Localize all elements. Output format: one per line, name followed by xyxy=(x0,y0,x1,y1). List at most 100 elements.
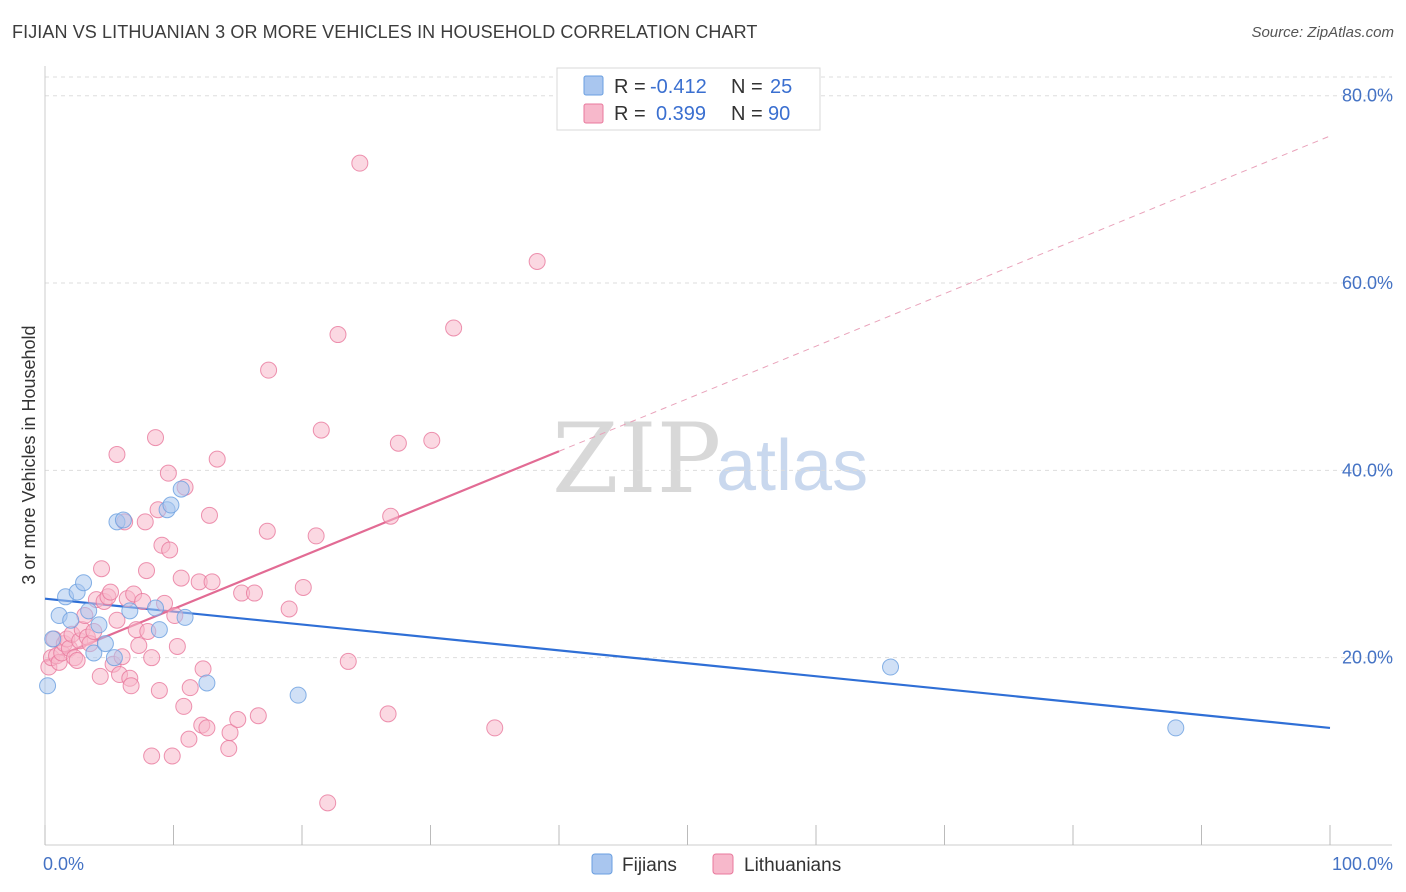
legend-r-label-lithuanians: R = xyxy=(614,103,646,125)
point-fijians xyxy=(114,511,132,529)
x-tick-labels: 0.0% 100.0% xyxy=(43,854,1393,874)
legend-n-value-lithuanians: 90 xyxy=(768,103,790,125)
point-lithuanians xyxy=(249,707,267,725)
point-lithuanians xyxy=(258,522,276,540)
source-credit: Source: ZipAtlas.com xyxy=(1251,24,1394,41)
data-points xyxy=(39,154,1185,812)
legend-swatch-lithuanians xyxy=(583,103,604,124)
point-lithuanians xyxy=(280,600,298,618)
point-lithuanians xyxy=(307,527,325,545)
y-tick-label: 60.0% xyxy=(1342,273,1393,293)
trend-line-lithuanians-extension xyxy=(558,135,1331,452)
point-lithuanians xyxy=(486,719,504,737)
legend-swatch-fijians xyxy=(583,75,604,96)
point-fijians xyxy=(289,686,307,704)
legend-r-label-fijians: R = xyxy=(614,76,646,98)
point-fijians xyxy=(44,630,62,648)
y-tick-label: 40.0% xyxy=(1342,460,1393,480)
gridlines xyxy=(45,76,1392,659)
point-lithuanians xyxy=(136,513,154,531)
point-lithuanians xyxy=(221,724,239,742)
point-lithuanians xyxy=(194,660,212,678)
point-lithuanians xyxy=(208,450,226,468)
point-lithuanians xyxy=(175,697,193,715)
legend-n-label-lithuanians: N = xyxy=(731,103,763,125)
point-lithuanians xyxy=(163,747,181,765)
legend-n-value-fijians: 25 xyxy=(770,76,792,98)
point-lithuanians xyxy=(108,611,126,629)
point-lithuanians xyxy=(143,649,161,667)
series-legend: Fijians Lithuanians xyxy=(591,853,841,876)
bottom-legend-swatch-fijians xyxy=(591,853,613,875)
point-lithuanians xyxy=(339,652,357,670)
bottom-legend-label-lithuanians: Lithuanians xyxy=(744,855,841,876)
point-lithuanians xyxy=(229,710,247,728)
point-fijians xyxy=(96,635,114,653)
axes xyxy=(44,66,1392,846)
bottom-legend-swatch-lithuanians xyxy=(712,853,734,875)
point-lithuanians xyxy=(389,434,407,452)
point-fijians xyxy=(90,616,108,634)
point-lithuanians xyxy=(138,562,156,580)
point-lithuanians xyxy=(312,421,330,439)
y-axis-title: 3 or more Vehicles in Household xyxy=(19,325,39,584)
point-fijians xyxy=(198,674,216,692)
point-lithuanians xyxy=(319,794,337,812)
point-fijians xyxy=(105,649,123,667)
x-tick-label: 0.0% xyxy=(43,854,84,874)
point-lithuanians xyxy=(130,637,148,655)
y-tick-labels: 20.0% 40.0% 60.0% 80.0% xyxy=(1342,86,1393,668)
point-lithuanians xyxy=(68,651,86,669)
point-lithuanians xyxy=(382,507,400,525)
point-lithuanians xyxy=(528,253,546,271)
point-lithuanians xyxy=(150,681,168,699)
y-tick-label: 80.0% xyxy=(1342,86,1393,106)
point-fijians xyxy=(176,608,194,626)
point-lithuanians xyxy=(147,429,165,447)
point-lithuanians xyxy=(379,705,397,723)
point-fijians xyxy=(39,677,57,695)
point-lithuanians xyxy=(159,464,177,482)
point-lithuanians xyxy=(143,747,161,765)
watermark: ZIP atlas xyxy=(552,403,868,515)
point-lithuanians xyxy=(168,637,186,655)
point-fijians xyxy=(147,599,165,617)
point-lithuanians xyxy=(93,560,111,578)
point-fijians xyxy=(172,480,190,498)
stats-legend: R = -0.412 N = 25 R = 0.399 N = 90 xyxy=(556,67,821,131)
watermark-zip: ZIP xyxy=(552,403,721,515)
point-fijians xyxy=(75,574,93,592)
point-lithuanians xyxy=(200,506,218,524)
point-lithuanians xyxy=(108,445,126,463)
point-fijians xyxy=(162,496,180,514)
point-lithuanians xyxy=(294,578,312,596)
point-lithuanians xyxy=(91,667,109,685)
point-fijians xyxy=(85,644,103,662)
point-lithuanians xyxy=(198,719,216,737)
point-lithuanians xyxy=(180,730,198,748)
point-lithuanians xyxy=(245,584,263,602)
trend-line-lithuanians xyxy=(44,450,560,663)
bottom-legend-label-fijians: Fijians xyxy=(622,855,677,876)
point-lithuanians xyxy=(122,677,140,695)
point-fijians xyxy=(150,621,168,639)
x-tick-label: 100.0% xyxy=(1332,854,1393,874)
legend-r-value-fijians: -0.412 xyxy=(650,76,707,98)
chart-title: FIJIAN VS LITHUANIAN 3 OR MORE VEHICLES … xyxy=(12,22,758,42)
y-tick-label: 20.0% xyxy=(1342,648,1393,668)
point-lithuanians xyxy=(203,573,221,591)
point-lithuanians xyxy=(445,319,463,337)
point-lithuanians xyxy=(351,154,369,172)
point-fijians xyxy=(882,658,900,676)
watermark-atlas: atlas xyxy=(716,426,868,506)
point-lithuanians xyxy=(161,541,179,559)
point-lithuanians xyxy=(181,679,199,697)
point-lithuanians xyxy=(329,326,347,344)
point-fijians xyxy=(62,611,80,629)
point-lithuanians xyxy=(172,569,190,587)
legend-n-label-fijians: N = xyxy=(731,76,763,98)
point-lithuanians xyxy=(260,361,278,379)
point-lithuanians xyxy=(423,431,441,449)
point-lithuanians xyxy=(220,740,238,758)
